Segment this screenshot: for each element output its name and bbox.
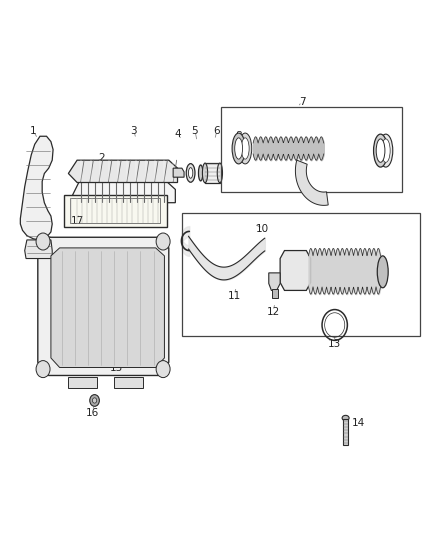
Text: 12: 12 (267, 306, 280, 317)
Text: 4: 4 (174, 128, 181, 139)
Polygon shape (269, 273, 280, 290)
Text: 11: 11 (228, 290, 241, 301)
Bar (182, 213, 420, 336)
Circle shape (36, 361, 50, 377)
Ellipse shape (377, 256, 388, 288)
Text: 7: 7 (299, 96, 305, 107)
Ellipse shape (379, 134, 393, 167)
Text: 9: 9 (379, 142, 386, 152)
Text: 13: 13 (328, 338, 341, 349)
Bar (221, 107, 403, 192)
Ellipse shape (381, 139, 390, 163)
Ellipse shape (374, 134, 388, 167)
Ellipse shape (188, 167, 193, 178)
Circle shape (36, 233, 50, 250)
Polygon shape (38, 237, 169, 375)
Polygon shape (173, 168, 184, 177)
Polygon shape (68, 377, 97, 387)
Ellipse shape (198, 165, 203, 181)
Ellipse shape (90, 394, 99, 406)
Text: 17: 17 (71, 216, 84, 227)
Polygon shape (295, 160, 328, 205)
Ellipse shape (342, 415, 349, 421)
Text: 15: 15 (110, 362, 123, 373)
Bar (70, 198, 160, 223)
Text: 2: 2 (98, 152, 104, 163)
Text: 8: 8 (235, 131, 242, 141)
Ellipse shape (376, 139, 385, 163)
Polygon shape (280, 251, 311, 290)
Polygon shape (20, 136, 53, 240)
Ellipse shape (217, 163, 223, 183)
Polygon shape (51, 248, 164, 368)
Text: 3: 3 (131, 126, 137, 136)
Ellipse shape (202, 163, 208, 183)
Ellipse shape (92, 398, 97, 403)
Polygon shape (68, 160, 177, 182)
Ellipse shape (239, 133, 252, 164)
Polygon shape (205, 163, 220, 182)
Polygon shape (73, 181, 175, 203)
Text: 14: 14 (352, 418, 365, 429)
Circle shape (156, 233, 170, 250)
Polygon shape (114, 377, 143, 387)
Text: 6: 6 (213, 126, 220, 136)
Text: 5: 5 (192, 126, 198, 136)
Text: 16: 16 (86, 408, 99, 418)
Ellipse shape (186, 164, 195, 182)
Ellipse shape (241, 138, 249, 159)
Text: 1: 1 (30, 126, 37, 136)
Text: 10: 10 (256, 224, 269, 235)
Ellipse shape (235, 138, 243, 159)
Ellipse shape (232, 133, 245, 164)
Bar (64, 195, 166, 227)
Bar (272, 289, 278, 298)
Polygon shape (25, 240, 52, 259)
Circle shape (156, 361, 170, 377)
Polygon shape (343, 419, 348, 445)
